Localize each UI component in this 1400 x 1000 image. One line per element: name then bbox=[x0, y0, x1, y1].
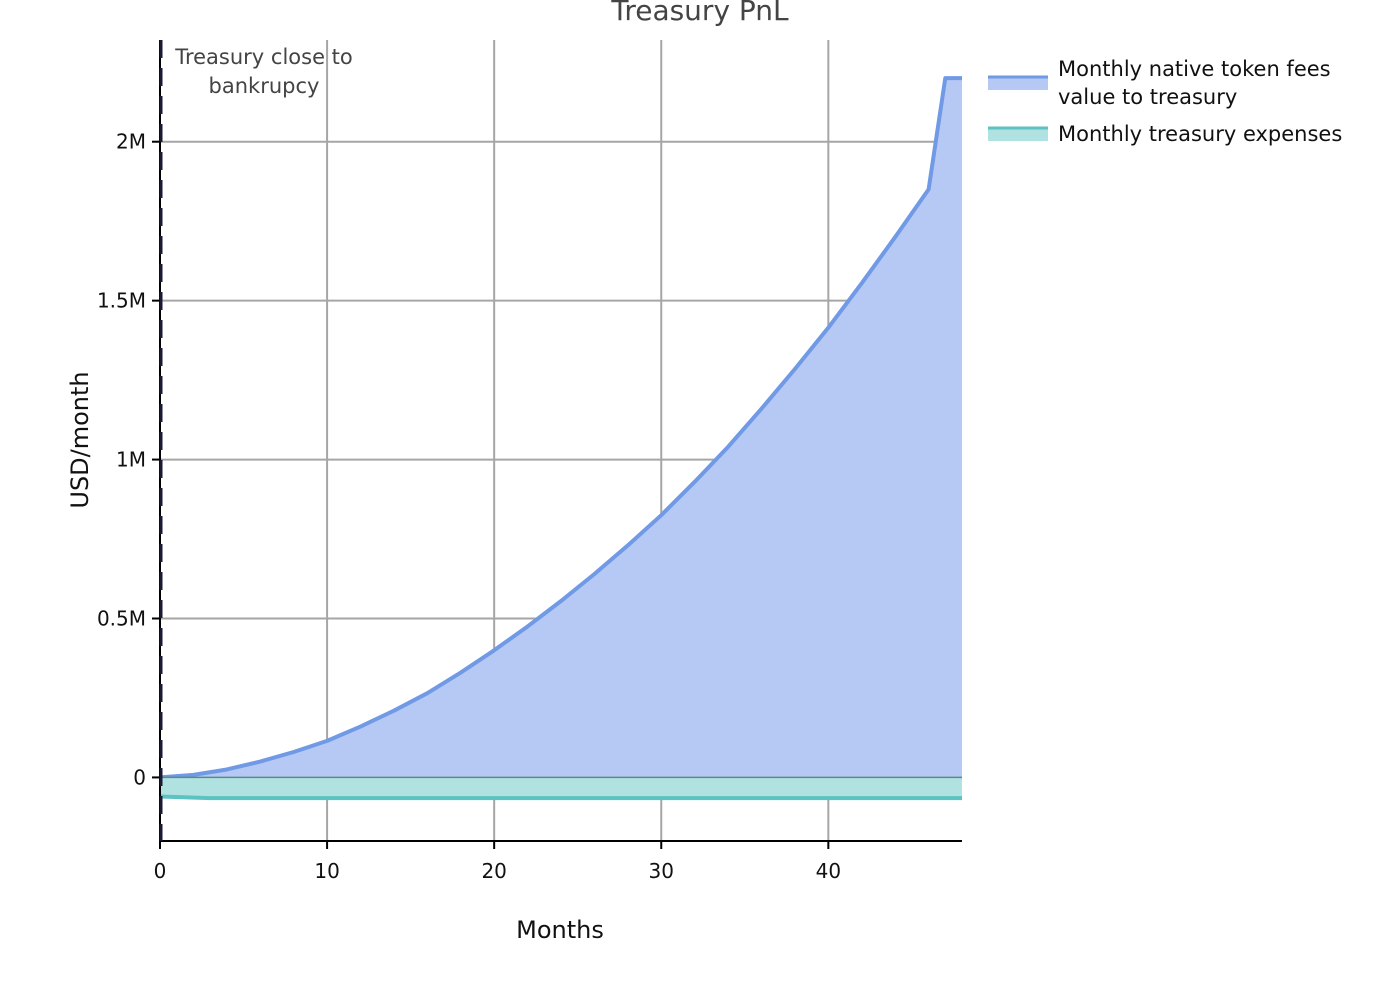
series-0-line bbox=[159, 76, 962, 780]
series-1-line bbox=[159, 794, 962, 801]
legend-label-fees-line-2: value to treasury bbox=[1058, 85, 1237, 109]
annotation-text-line-1: Treasury close to bbox=[174, 45, 353, 69]
y-tick-label-2: 1M bbox=[116, 448, 146, 472]
x-tick-label-3: 30 bbox=[649, 859, 674, 883]
y-tick-label-1: 0.5M bbox=[97, 607, 146, 631]
chart-title: Treasury PnL bbox=[610, 0, 789, 27]
x-tick-label-1: 10 bbox=[314, 859, 339, 883]
x-axis-label: Months bbox=[516, 916, 604, 944]
y-tick-label-4: 2M bbox=[116, 130, 146, 154]
legend-swatch-fees-fill bbox=[988, 76, 1048, 90]
bankruptcy-annotation: Treasury close to bankrupcy bbox=[159, 40, 353, 841]
x-tick-label-4: 40 bbox=[816, 859, 841, 883]
annotation-text-line-2: bankrupcy bbox=[209, 74, 320, 98]
series-0-area bbox=[160, 78, 962, 778]
legend: Monthly native token fees value to treas… bbox=[988, 57, 1342, 146]
y-tick-label-0: 0 bbox=[133, 765, 146, 789]
series-1-area bbox=[160, 777, 962, 799]
y-axis-label: USD/month bbox=[66, 371, 94, 508]
y-tick-label-3: 1.5M bbox=[97, 289, 146, 313]
legend-swatch-expenses-fill bbox=[988, 127, 1048, 141]
area-layer bbox=[159, 76, 962, 801]
x-tick-label-2: 20 bbox=[481, 859, 506, 883]
legend-label-fees-line-1: Monthly native token fees bbox=[1058, 57, 1331, 81]
axis-layer: 0 10 20 30 40 0 0.5M 1M 1.5M 2M bbox=[97, 40, 962, 883]
x-tick-label-0: 0 bbox=[154, 859, 167, 883]
legend-label-expenses: Monthly treasury expenses bbox=[1058, 122, 1342, 146]
